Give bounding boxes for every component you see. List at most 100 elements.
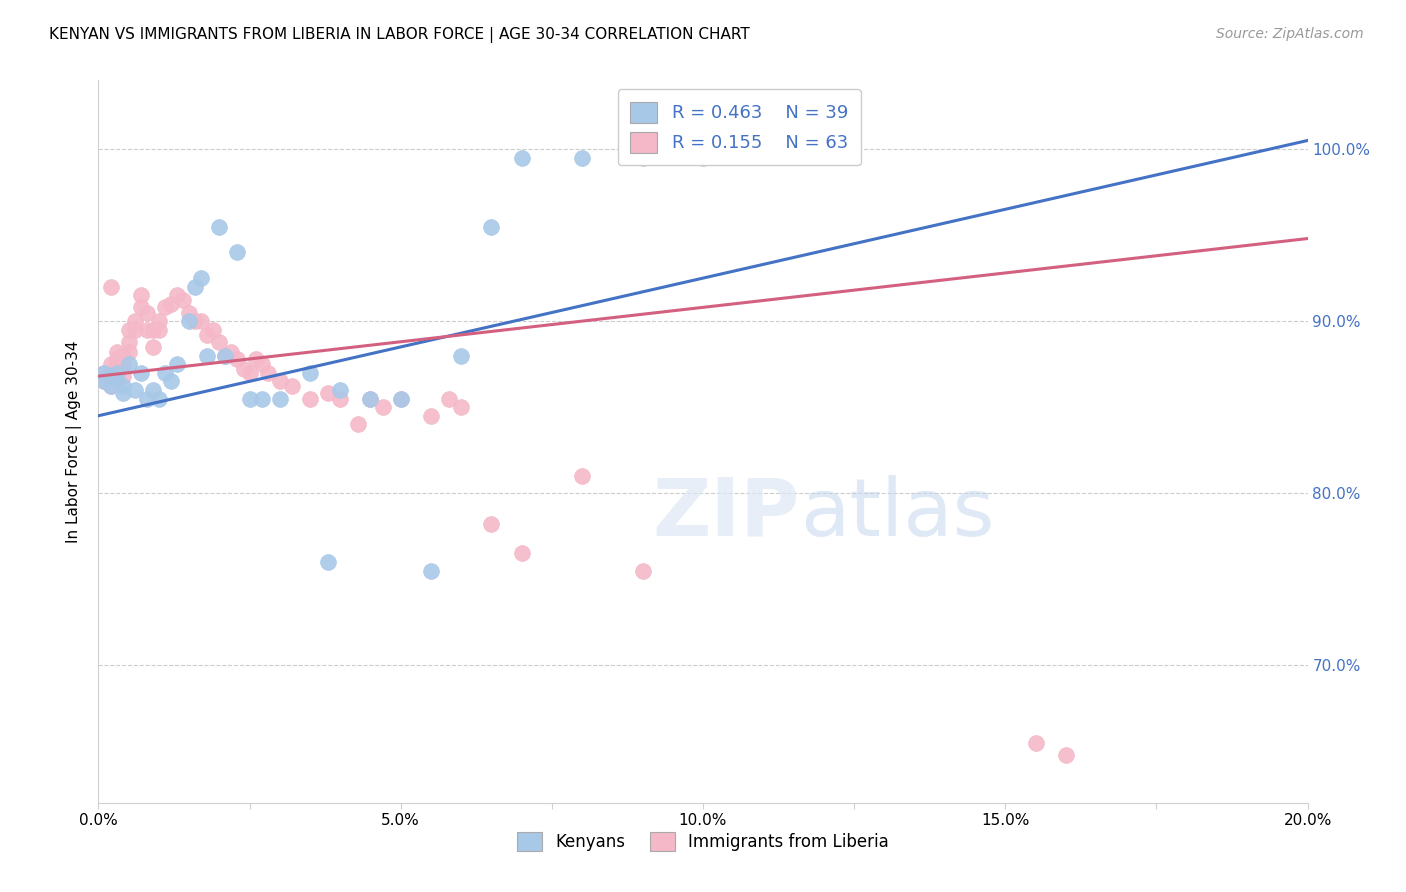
Text: KENYAN VS IMMIGRANTS FROM LIBERIA IN LABOR FORCE | AGE 30-34 CORRELATION CHART: KENYAN VS IMMIGRANTS FROM LIBERIA IN LAB… (49, 27, 749, 43)
Text: Source: ZipAtlas.com: Source: ZipAtlas.com (1216, 27, 1364, 41)
Point (184, 314, 207, 328)
Point (166, 357, 188, 371)
Text: ZIP: ZIP (652, 475, 800, 553)
Point (135, 392, 157, 406)
Point (184, 279, 207, 293)
Point (316, 386, 339, 401)
Point (510, 546, 533, 560)
Y-axis label: In Labor Force | Age 30-34: In Labor Force | Age 30-34 (66, 340, 83, 543)
Point (129, 366, 152, 380)
Point (239, 392, 262, 406)
Point (105, 373, 128, 387)
Point (105, 345, 128, 359)
Point (172, 293, 194, 308)
Point (105, 357, 128, 371)
Point (202, 323, 225, 337)
Point (100, 279, 122, 293)
Point (135, 305, 157, 319)
Point (142, 340, 165, 354)
Point (148, 392, 170, 406)
Point (100, 366, 122, 380)
Point (269, 375, 291, 389)
Point (195, 349, 218, 363)
Point (481, 517, 503, 532)
Point (111, 379, 134, 393)
Point (111, 349, 134, 363)
Point (93, 369, 115, 384)
Point (571, 151, 593, 165)
Point (299, 366, 322, 380)
Point (389, 392, 412, 406)
Point (269, 392, 291, 406)
Point (111, 369, 134, 384)
Point (208, 334, 231, 349)
Point (250, 392, 273, 406)
Point (111, 357, 134, 371)
Point (232, 362, 254, 376)
Point (118, 345, 141, 359)
Point (179, 314, 201, 328)
Point (329, 383, 352, 397)
Point (148, 314, 170, 328)
Point (111, 386, 134, 401)
Point (93, 366, 115, 380)
Point (281, 379, 304, 393)
Point (118, 323, 141, 337)
Point (142, 323, 165, 337)
Point (208, 219, 231, 234)
Point (389, 392, 412, 406)
Point (371, 400, 394, 414)
Point (631, 151, 654, 165)
Point (190, 271, 212, 285)
Point (214, 349, 236, 363)
Point (221, 345, 243, 359)
Point (329, 392, 352, 406)
Point (245, 351, 267, 366)
Point (100, 369, 122, 384)
Point (129, 301, 152, 315)
Point (118, 357, 141, 371)
Point (571, 469, 593, 483)
Point (118, 334, 141, 349)
Point (142, 383, 165, 397)
Point (93, 375, 115, 389)
Point (100, 379, 122, 393)
Legend: Kenyans, Immigrants from Liberia: Kenyans, Immigrants from Liberia (509, 823, 897, 860)
Point (105, 351, 128, 366)
Point (250, 357, 273, 371)
Point (692, 151, 714, 165)
Point (148, 323, 170, 337)
Point (1024, 736, 1046, 750)
Text: atlas: atlas (800, 475, 994, 553)
Point (1054, 747, 1077, 762)
Point (510, 151, 533, 165)
Point (226, 245, 249, 260)
Point (166, 288, 188, 302)
Point (105, 366, 128, 380)
Point (160, 297, 183, 311)
Point (105, 366, 128, 380)
Point (420, 409, 443, 423)
Point (100, 357, 122, 371)
Point (179, 305, 201, 319)
Point (299, 392, 322, 406)
Point (124, 323, 146, 337)
Point (316, 555, 339, 569)
Point (153, 366, 176, 380)
Point (420, 564, 443, 578)
Point (129, 288, 152, 302)
Point (256, 366, 278, 380)
Point (360, 392, 382, 406)
Point (450, 400, 472, 414)
Point (124, 314, 146, 328)
Point (437, 392, 460, 406)
Point (153, 301, 176, 315)
Point (360, 392, 382, 406)
Point (481, 219, 503, 234)
Point (450, 349, 472, 363)
Point (347, 417, 370, 432)
Point (214, 349, 236, 363)
Point (160, 375, 183, 389)
Point (226, 351, 249, 366)
Point (124, 383, 146, 397)
